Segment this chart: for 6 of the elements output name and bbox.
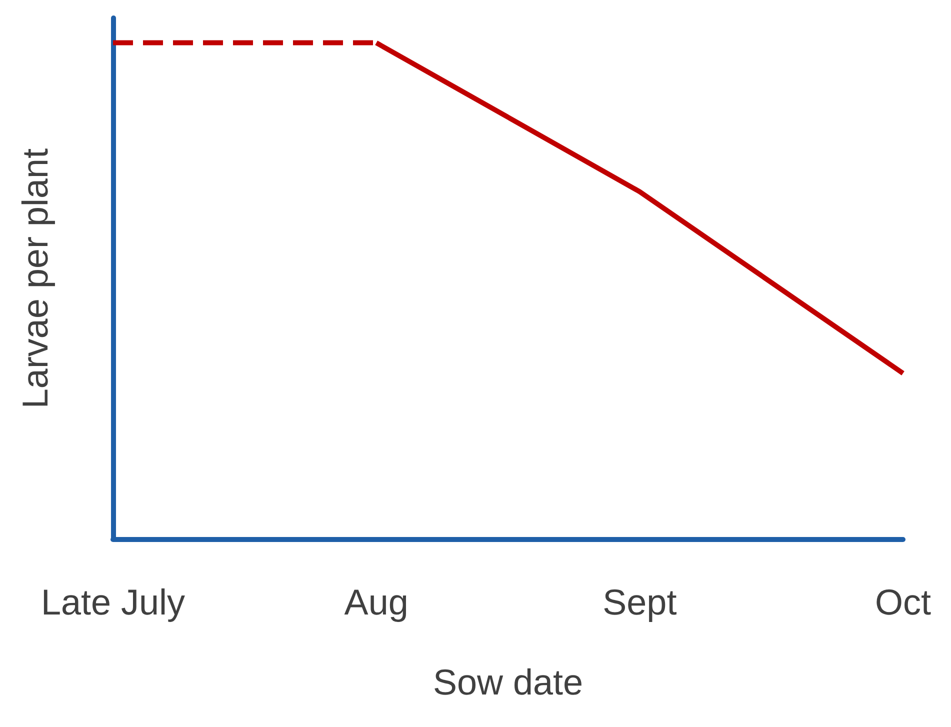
y-axis-title: Larvae per plant [14, 148, 56, 409]
x-tick-label: Late July [40, 582, 186, 622]
x-tick-label: Aug [344, 582, 408, 622]
x-tick-label: Oct [874, 582, 932, 622]
x-tick-label: Sept [602, 582, 677, 622]
x-axis-title: Sow date [432, 662, 584, 702]
